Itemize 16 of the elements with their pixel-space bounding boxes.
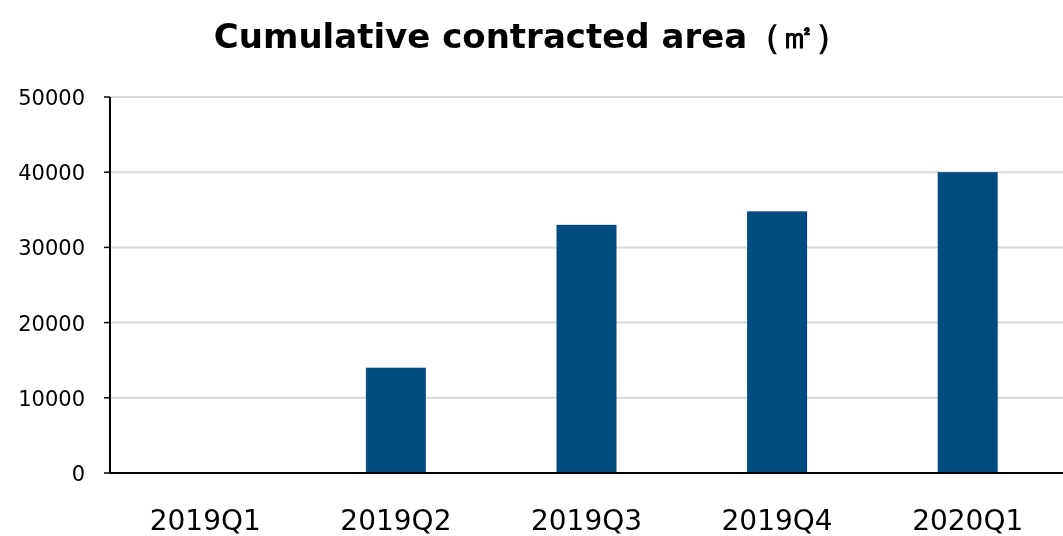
bar bbox=[365, 367, 426, 473]
y-tick-label: 0 bbox=[71, 462, 85, 486]
x-tick-label: 2019Q1 bbox=[149, 504, 261, 536]
y-tick-label: 30000 bbox=[18, 236, 85, 261]
y-tick-label: 50000 bbox=[18, 86, 85, 110]
bar bbox=[747, 211, 808, 473]
x-tick-label: 2019Q2 bbox=[340, 504, 452, 536]
x-tick-label: 2019Q4 bbox=[721, 504, 833, 536]
y-tick-label: 20000 bbox=[18, 311, 85, 336]
y-tick-label: 10000 bbox=[18, 386, 85, 411]
x-tick-label: 2020Q1 bbox=[912, 504, 1024, 536]
y-tick-label: 40000 bbox=[18, 161, 85, 186]
bar bbox=[937, 172, 998, 473]
x-tick-label: 2019Q3 bbox=[530, 504, 643, 536]
bar bbox=[556, 224, 617, 473]
chart-title: Cumulative contracted area（㎡） bbox=[213, 16, 850, 56]
